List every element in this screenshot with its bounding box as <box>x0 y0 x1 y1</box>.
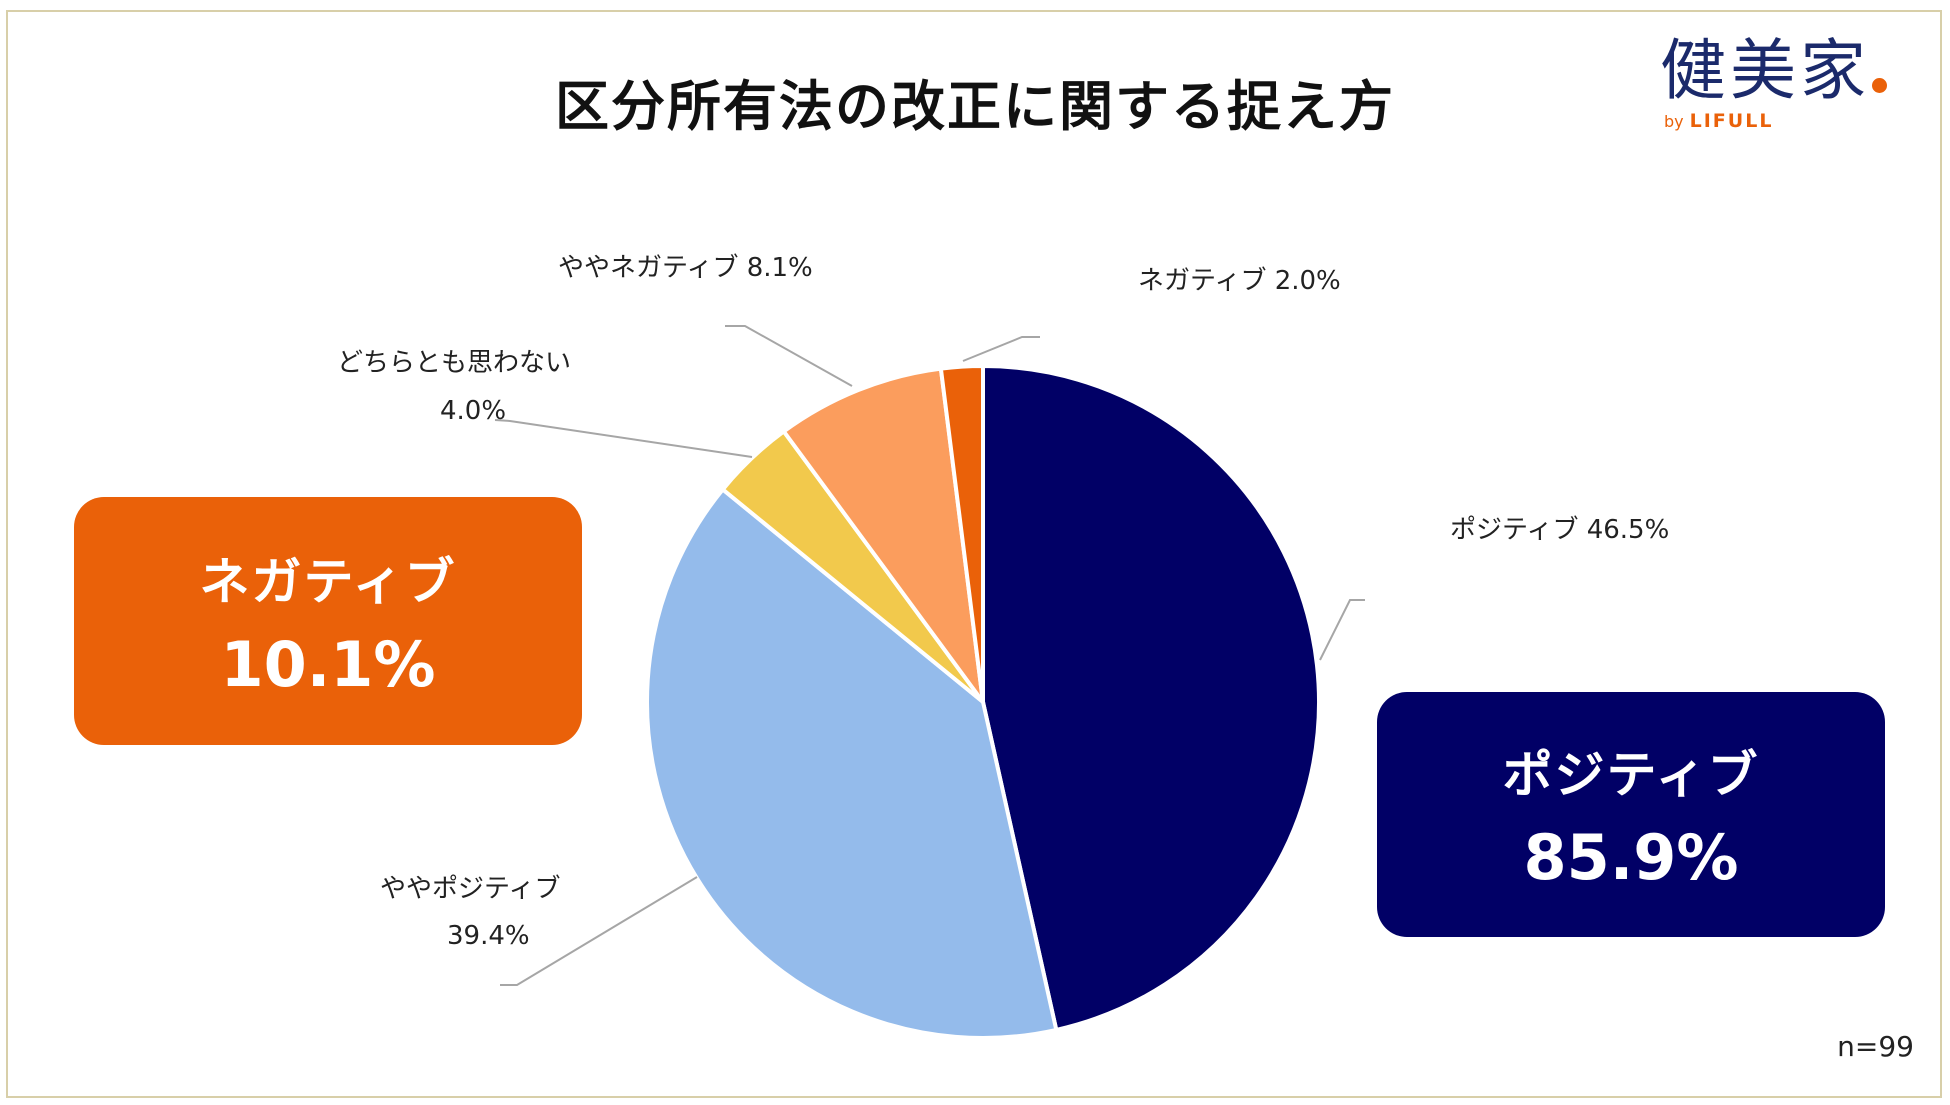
positive-summary-label: ポジティブ <box>1502 746 1760 804</box>
leader-line-somewhat-negative <box>725 325 853 387</box>
slice-label-neither-name: どちらとも思わない <box>337 348 571 378</box>
positive-summary-value: 85.9% <box>1523 821 1739 894</box>
slice-label-somewhat-negative: ややネガティブ 8.1% <box>558 253 813 283</box>
negative-summary-callout: ネガティブ 10.1% <box>74 497 582 745</box>
logo-by-text: by <box>1664 112 1684 131</box>
page-title: 区分所有法の改正に関する捉え方 <box>555 75 1395 138</box>
sample-size-note: n=99 <box>1837 1030 1914 1063</box>
slice-label-somewhat-positive-name: ややポジティブ <box>380 874 560 904</box>
pie-slice-positive <box>981 364 1322 1032</box>
logo-dot-icon <box>1872 78 1887 93</box>
pie-slices <box>645 364 1322 1040</box>
slice-label-neither-value: 4.0% <box>440 396 506 426</box>
slice-labels: ポジティブ 46.5% ややポジティブ 39.4% どちらとも思わない 4.0% ややネガ… <box>337 253 1669 951</box>
brand-logo: 健美家 by LIFULL <box>1660 38 1920 132</box>
leader-line-somewhat-positive <box>500 876 698 986</box>
negative-summary-label: ネガティブ <box>199 552 457 611</box>
logo-subtitle: by LIFULL <box>1660 110 1920 132</box>
slice-label-positive: ポジティブ 46.5% <box>1450 515 1669 545</box>
slide-frame <box>6 10 1942 1098</box>
slice-label-somewhat-positive-value: 39.4% <box>447 921 530 951</box>
positive-summary-callout: ポジティブ 85.9% <box>1377 692 1885 937</box>
leader-lines <box>494 325 1365 986</box>
negative-summary-value: 10.1% <box>220 627 436 701</box>
logo-brand-text: 健美家 <box>1660 32 1870 109</box>
slice-label-negative: ネガティブ 2.0% <box>1138 266 1341 296</box>
logo-wordmark: 健美家 <box>1660 38 1920 104</box>
leader-line-neither <box>494 419 753 458</box>
logo-company-text: LIFULL <box>1689 110 1774 132</box>
leader-line-positive <box>1319 599 1365 661</box>
pie-slice-negative <box>938 364 985 704</box>
pie-slice-somewhat-negative <box>781 366 985 704</box>
leader-line-negative <box>962 336 1040 362</box>
pie-slice-somewhat-positive <box>645 487 1059 1040</box>
